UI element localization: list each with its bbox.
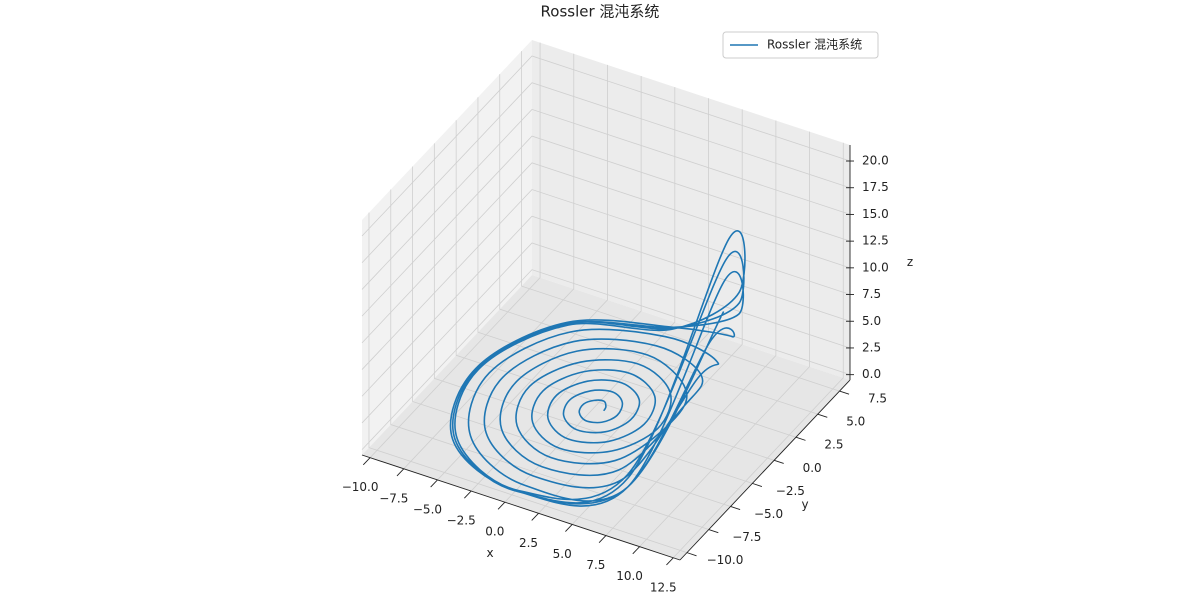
x-tick [632, 546, 640, 555]
x-tick-label: −5.0 [413, 502, 442, 516]
x-tick [497, 501, 506, 510]
grid-line [504, 87, 676, 503]
y-tick [686, 552, 697, 557]
x-tick-label: −7.5 [379, 491, 408, 505]
y-tick-label: −2.5 [776, 484, 805, 498]
x-tick [666, 557, 674, 566]
x-tick-label: −2.5 [447, 514, 476, 528]
grid-line [605, 120, 777, 536]
grid-line [361, 189, 851, 370]
y-tick-label: −5.0 [754, 507, 783, 521]
y-tick [730, 506, 741, 511]
z-tick-label: 15.0 [862, 207, 889, 221]
grid-line [368, 212, 688, 553]
x-axis [361, 454, 681, 561]
y-tick [817, 413, 828, 418]
x-tick-label: 0.0 [485, 525, 504, 539]
y-tick-label: 7.5 [868, 392, 887, 406]
trajectory-line [449, 229, 746, 507]
grid-line [361, 269, 851, 450]
grid-line [361, 162, 851, 344]
grid-line [499, 74, 818, 415]
y-tick-label: 2.5 [824, 438, 843, 452]
x-tick-label: 10.0 [616, 569, 643, 583]
x-tick-label: 7.5 [586, 558, 605, 572]
grid-line [470, 76, 642, 492]
y-tick [795, 436, 806, 441]
grid-line [361, 55, 851, 237]
y-tick-label: 5.0 [846, 415, 865, 429]
x-tick [362, 457, 371, 466]
y-tick [774, 459, 784, 464]
grid-line [477, 97, 797, 438]
y-tick-label: −10.0 [707, 553, 744, 567]
z-tick-label: 10.0 [862, 260, 889, 274]
grid-line [437, 64, 608, 481]
y-tick [752, 482, 763, 487]
legend-label: Rossler 混沌系统 [767, 38, 862, 52]
y-tick [839, 390, 850, 395]
grid-line [361, 135, 851, 317]
x-tick [598, 535, 607, 544]
grid-line [412, 166, 731, 507]
grid-line [361, 82, 851, 264]
z-tick-label: 0.0 [862, 367, 881, 381]
pane-floor [362, 275, 850, 560]
grid-line [639, 131, 810, 547]
grid-line [369, 42, 541, 458]
x-tick [396, 468, 405, 477]
z-tick-label: 2.5 [862, 340, 881, 354]
x-tick [430, 479, 438, 488]
x-tick-label: 12.5 [650, 580, 677, 594]
z-tick-label: 12.5 [862, 234, 889, 248]
y-tick [708, 529, 719, 534]
x-tick-label: 2.5 [519, 536, 538, 550]
x-tick [464, 490, 472, 499]
z-tick-label: 20.0 [862, 154, 889, 168]
grid-line [403, 53, 575, 470]
x-tick [565, 524, 573, 532]
y-tick-label: 0.0 [803, 461, 822, 475]
x-tick-label: −10.0 [342, 480, 379, 494]
z-tick-label: 5.0 [862, 314, 881, 328]
x-axis-label: x [486, 546, 493, 560]
grid-line [361, 108, 851, 290]
chart-title: Rossler 混沌系统 [541, 3, 660, 21]
y-tick-label: −7.5 [732, 530, 761, 544]
z-tick-label: 17.5 [862, 180, 889, 194]
y-axis [679, 379, 851, 561]
grid-line [361, 242, 851, 424]
x-tick-label: 5.0 [553, 547, 572, 561]
grid-line [390, 189, 709, 530]
grid-line [672, 142, 844, 559]
z-tick-label: 7.5 [862, 287, 881, 301]
grid-line [521, 51, 840, 392]
x-tick [531, 512, 539, 521]
legend: Rossler 混沌系统 [722, 31, 879, 59]
legend-box [722, 31, 879, 59]
z-axis-label: z [907, 255, 913, 269]
y-axis-label: y [801, 498, 808, 512]
